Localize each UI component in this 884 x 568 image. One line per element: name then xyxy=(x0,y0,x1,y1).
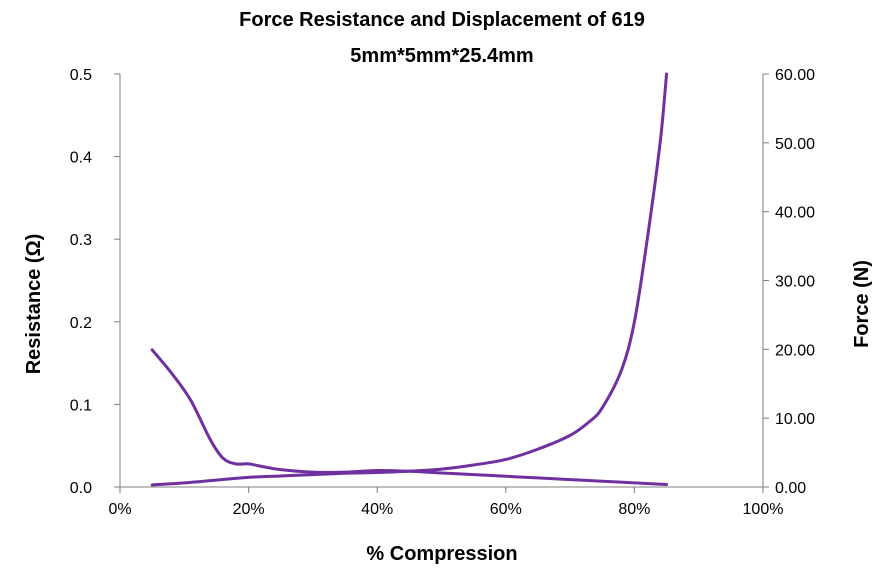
chart-title-line-1: Force Resistance and Displacement of 619 xyxy=(239,9,645,31)
x-tick-label: 80% xyxy=(618,501,650,518)
right-axis-ticks: 0.00 10.00 20.00 30.00 40.00 50.00 60.00 xyxy=(763,67,815,497)
right-tick-label: 10.00 xyxy=(775,411,815,428)
series-group xyxy=(150,72,669,487)
x-axis-ticks: 0% 20% 40% 60% 80% 100% xyxy=(108,487,783,518)
axes xyxy=(119,74,764,488)
right-axis-title: Force (N) xyxy=(851,260,873,348)
x-tick-label: 100% xyxy=(743,501,784,518)
left-tick-label: 0.3 xyxy=(70,232,92,249)
right-tick-label: 20.00 xyxy=(775,342,815,359)
x-tick-label: 60% xyxy=(490,501,522,518)
x-tick-label: 0% xyxy=(108,501,131,518)
right-tick-label: 30.00 xyxy=(775,274,815,291)
right-tick-label: 60.00 xyxy=(775,67,815,84)
right-tick-label: 0.00 xyxy=(775,480,806,497)
x-tick-label: 40% xyxy=(361,501,393,518)
force-series-line xyxy=(150,72,669,487)
right-tick-label: 50.00 xyxy=(775,136,815,153)
left-tick-label: 0.1 xyxy=(70,397,92,414)
left-tick-label: 0.4 xyxy=(70,150,92,167)
x-tick-label: 20% xyxy=(233,501,265,518)
right-tick-label: 40.00 xyxy=(775,205,815,222)
chart-title: Force Resistance and Displacement of 619… xyxy=(239,9,645,67)
left-tick-label: 0.5 xyxy=(70,67,92,84)
left-axis-ticks: 0.0 0.1 0.2 0.3 0.4 0.5 xyxy=(70,67,120,497)
resistance-series-line xyxy=(150,348,669,487)
chart-title-line-2: 5mm*5mm*25.4mm xyxy=(350,45,533,67)
left-tick-label: 0.2 xyxy=(70,315,92,332)
left-axis-title: Resistance (Ω) xyxy=(23,234,45,375)
x-axis-title: % Compression xyxy=(366,543,517,565)
left-tick-label: 0.0 xyxy=(70,480,92,497)
